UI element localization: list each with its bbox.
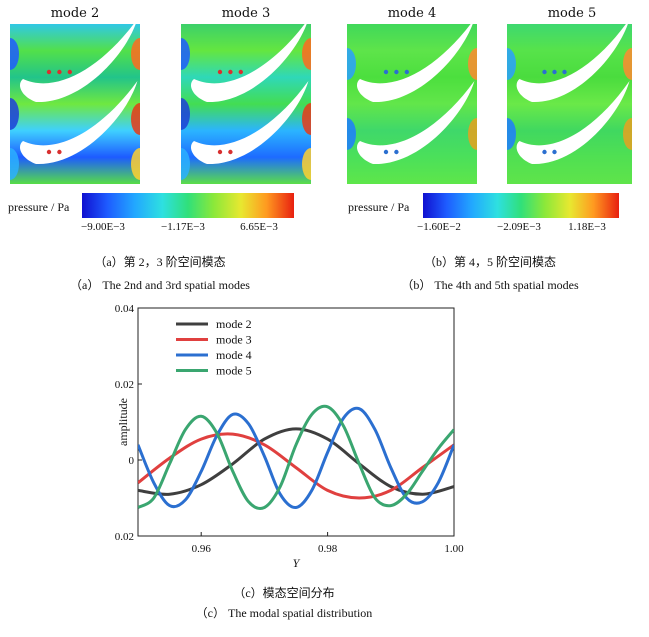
colorbar-2 [423,193,619,218]
pressure-lobe [347,118,356,150]
tip-marker [383,69,389,75]
colorbar-2-label: pressure / Pa [348,200,410,214]
tip-marker [552,69,557,75]
tip-marker [46,149,52,155]
mode-2-line [138,427,454,496]
tip-marker [57,149,62,155]
caption-c-en: （c） The modal spatial distribution [195,606,373,620]
x-tick-label: 0.96 [192,543,212,555]
pressure-lobe [10,98,19,130]
pressure-lobe [131,38,140,70]
tip-marker [394,149,399,155]
tip-marker [562,69,567,75]
tip-marker [394,69,399,75]
y-tick-label: 0 [129,455,135,467]
pressure-lobe [181,148,190,180]
plot-frame [137,307,455,537]
caption-a-cn: （a）第 2，3 阶空间模态 [94,255,226,269]
caption-a-en: （a） The 2nd and 3rd spatial modes [70,278,250,292]
mode-5-title: mode 5 [547,6,597,21]
y-tick-label: 0.02 [115,379,134,391]
x-tick-label: 1.00 [444,543,464,555]
tip-marker [217,69,223,75]
tip-marker [542,149,547,155]
tip-marker [217,149,223,155]
blade-shape [20,24,136,103]
blade-shape [19,81,138,165]
pressure-lobe [131,103,140,135]
pressure-lobe [507,48,516,80]
pressure-lobe [181,38,190,70]
tip-marker [552,149,557,155]
pressure-lobe [131,148,140,180]
pressure-lobe [302,103,311,135]
legend-label: mode 5 [216,364,252,378]
blade-shape [516,24,628,103]
x-axis-label: Y [293,556,301,570]
tip-marker [238,69,243,75]
colorbar-1-tick-mid: −1.17E−3 [161,221,205,233]
y-tick-label: 0.04 [115,303,135,315]
tip-marker [542,69,547,75]
pressure-lobe [302,148,311,180]
legend-label: mode 3 [216,333,252,347]
mode-5-contour-plot [507,24,632,184]
pressure-lobe [468,118,477,150]
caption-c-cn: （c）模态空间分布 [233,586,335,600]
mode-4-line [138,406,454,510]
pressure-lobe [10,38,19,70]
tip-marker [57,69,62,75]
caption-b-en: （b） The 4th and 5th spatial modes [401,278,579,292]
mode-5-line [138,404,454,511]
tip-marker [46,69,52,75]
colorbar-1-tick-max: 6.65E−3 [240,221,278,233]
legend-label: mode 2 [216,317,252,331]
pressure-lobe [623,118,632,150]
blade-shape [191,24,307,103]
colorbar-1 [82,193,294,218]
mode-4-contour-plot [347,24,477,184]
legend-label: mode 4 [216,348,252,362]
tip-marker [383,149,389,155]
colorbar-1-tick-min: −9.00E−3 [81,221,125,233]
colorbar-1-label: pressure / Pa [8,200,70,214]
mode-3-title: mode 3 [221,6,271,21]
pressure-lobe [347,48,356,80]
pressure-lobe [181,98,190,130]
tip-marker [67,69,72,75]
tip-marker [228,149,233,155]
x-tick-label: 0.98 [318,543,338,555]
pressure-lobe [468,48,477,80]
tip-marker [404,69,409,75]
mode-3-contour-plot [181,24,311,184]
blade-shape [356,81,475,165]
y-axis-label: amplitude [116,398,130,446]
tip-marker [228,69,233,75]
caption-b-cn: （b）第 4，5 阶空间模态 [423,255,556,269]
mode-4-title: mode 4 [387,6,437,21]
mode-2-title: mode 2 [50,6,100,21]
pressure-lobe [507,118,516,150]
colorbar-2-tick-mid: −2.09E−3 [497,221,541,233]
colorbar-2-tick-max: 1.18E−3 [568,221,606,233]
blade-shape [357,24,473,103]
pressure-lobe [302,38,311,70]
blade-shape [516,81,630,165]
pressure-lobe [10,148,19,180]
pressure-lobe [623,48,632,80]
y-tick-label: −0.02 [115,531,134,543]
colorbar-2-tick-min: −1.60E−2 [417,221,461,233]
mode-2-contour-plot [10,24,140,184]
blade-shape [190,81,309,165]
